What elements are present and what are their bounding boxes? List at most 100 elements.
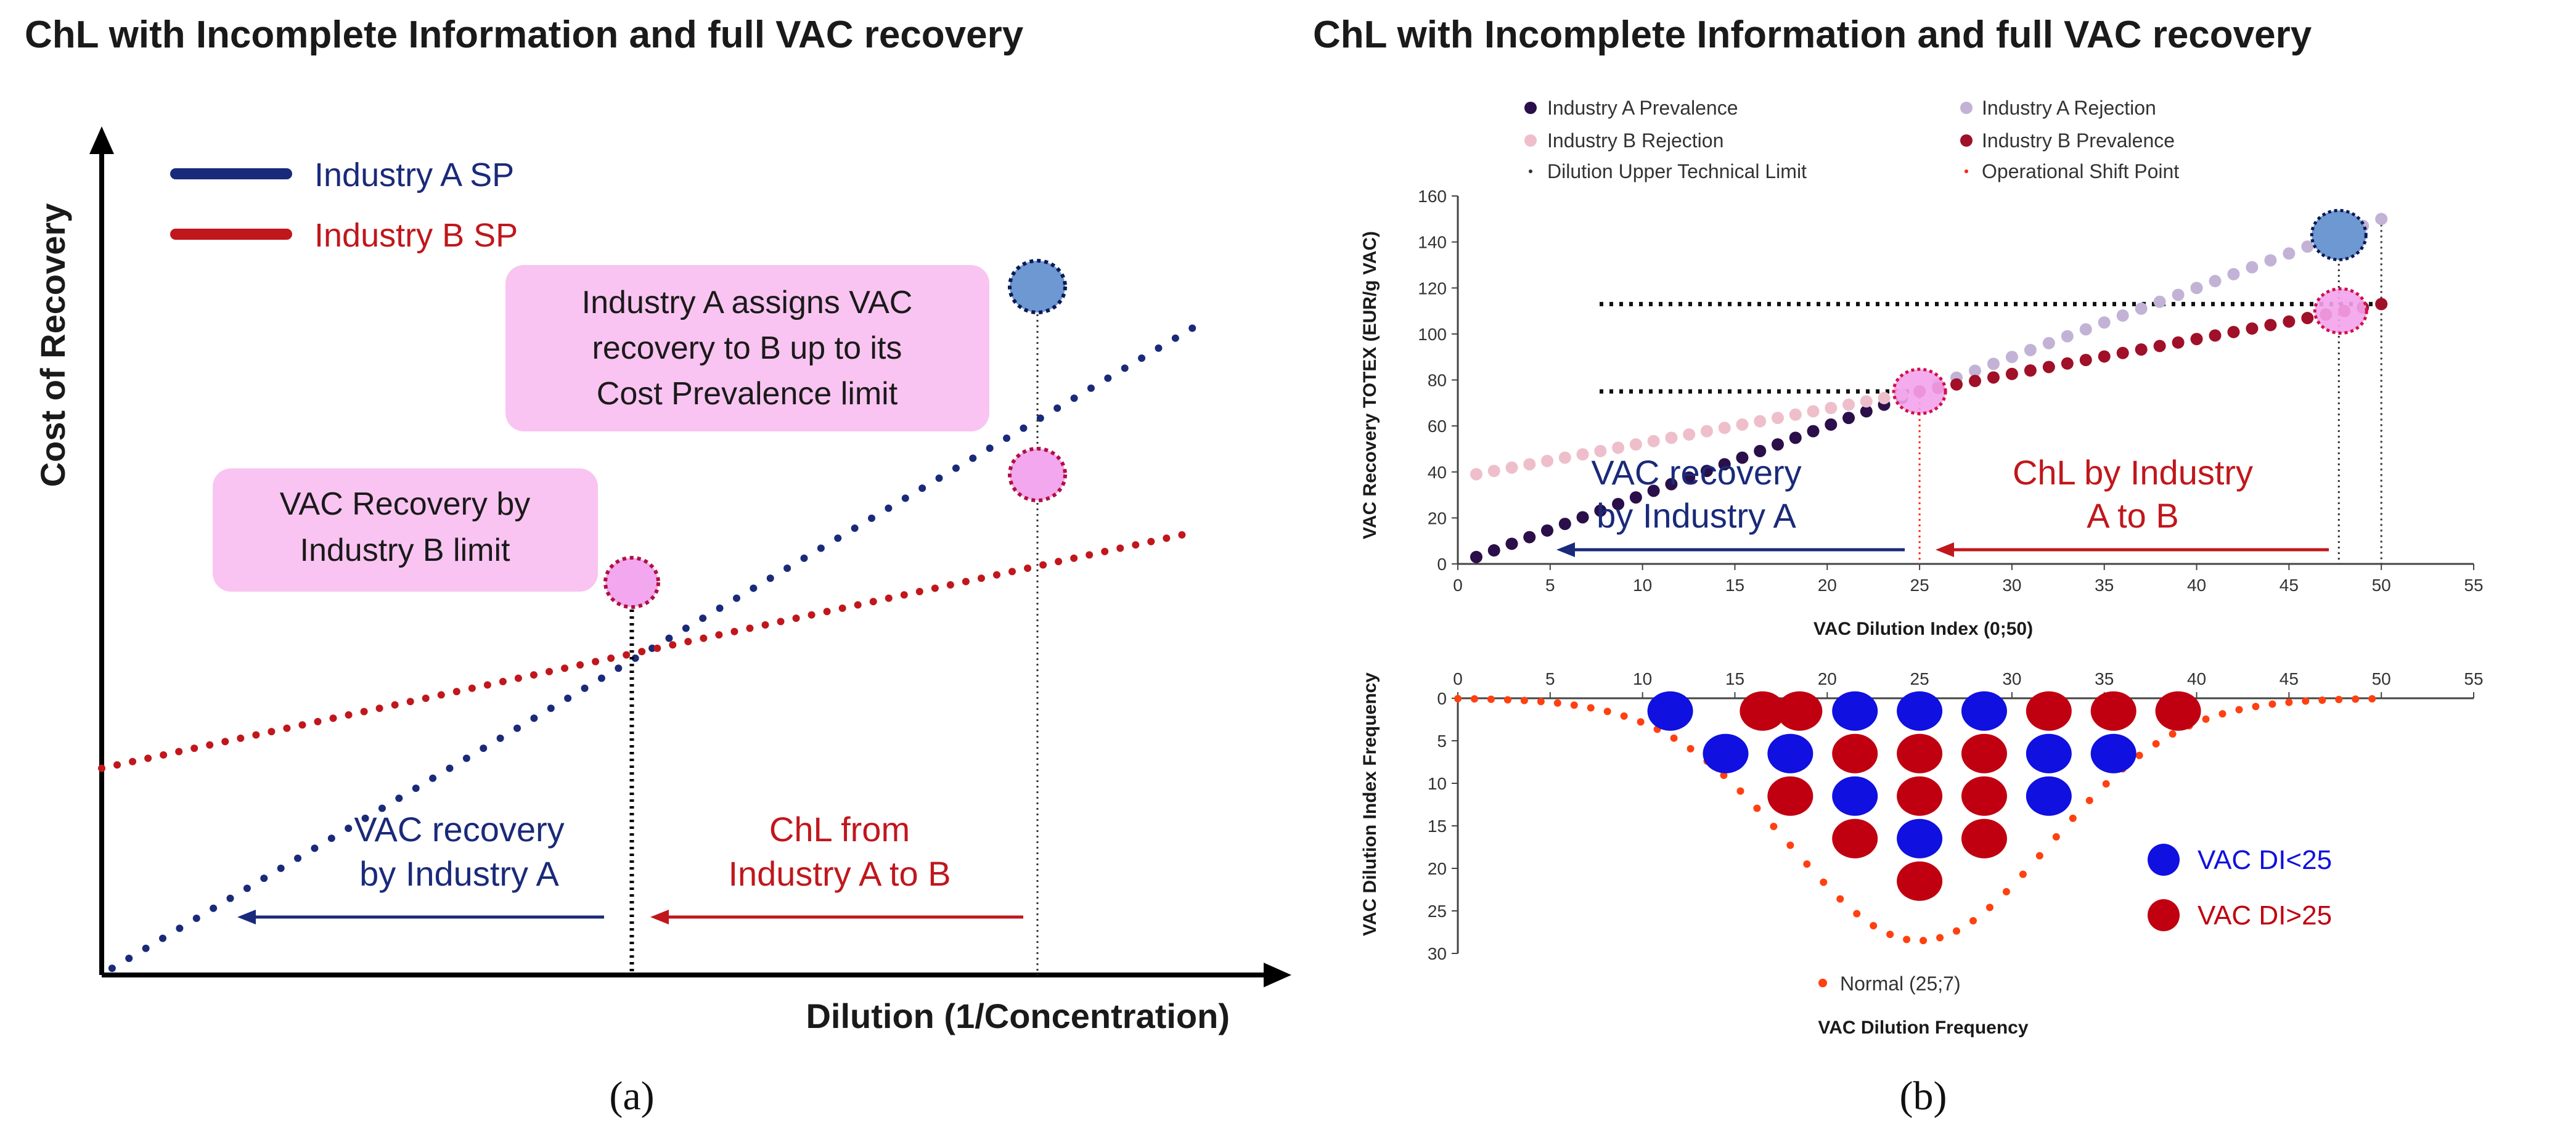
series-b-dot bbox=[592, 658, 600, 666]
series-b-rejection-point bbox=[1789, 408, 1802, 421]
series-b-dot bbox=[483, 681, 491, 689]
normal-curve-point bbox=[2069, 814, 2077, 822]
top-x-tick-label: 20 bbox=[1818, 576, 1837, 595]
normal-curve-point bbox=[1786, 841, 1794, 849]
series-a-dot bbox=[1121, 364, 1129, 372]
bottom-x-tick-label: 50 bbox=[2372, 669, 2391, 688]
series-b-prevalence-point bbox=[2227, 325, 2240, 338]
series-a-prevalence-point bbox=[1505, 537, 1518, 550]
series-b-prevalence-point bbox=[2005, 367, 2018, 380]
bottom-y-tick-label: 25 bbox=[1428, 902, 1447, 921]
frequency-di-lt25-circle bbox=[2026, 733, 2072, 773]
bottom-x-tick-label: 5 bbox=[1545, 669, 1555, 688]
series-b-dot bbox=[206, 741, 214, 749]
series-b-rejection-point bbox=[1541, 454, 1554, 467]
series-a-dot bbox=[918, 484, 926, 492]
callout-industry-a-line-1: Industry A assigns VAC bbox=[582, 285, 913, 320]
frequency-di-gt25-circle bbox=[2155, 691, 2201, 731]
legend-a-prevalence-marker bbox=[1524, 102, 1537, 114]
series-a-dot bbox=[277, 864, 285, 872]
normal-curve-point bbox=[1570, 701, 1578, 709]
bottom-x-tick-label: 55 bbox=[2464, 669, 2483, 688]
series-b-dot bbox=[962, 577, 970, 585]
series-a-rejection-point bbox=[2042, 336, 2055, 349]
series-a-rejection-point bbox=[2079, 323, 2092, 336]
frequency-di-lt25-circle bbox=[1961, 691, 2007, 731]
series-b-rejection-point bbox=[1878, 391, 1891, 404]
series-a-dot bbox=[311, 844, 319, 852]
series-b-dot bbox=[823, 608, 831, 616]
series-a-dot bbox=[732, 594, 740, 602]
series-a-rejection-point bbox=[2098, 316, 2111, 329]
series-a-prevalence-point bbox=[1860, 405, 1873, 418]
panel-b-top-y-axis-label: VAC Recovery TOTEX (EUR/g VAC) bbox=[1360, 231, 1380, 539]
frequency-di-gt25-circle bbox=[1961, 733, 2007, 773]
frequency-di-lt25-circle bbox=[2090, 733, 2136, 773]
bottom-x-tick-label: 35 bbox=[2095, 669, 2114, 688]
series-a-dot bbox=[631, 655, 639, 663]
series-b-prevalence-point bbox=[2190, 333, 2203, 346]
series-a-dot bbox=[665, 634, 673, 642]
series-b-dot bbox=[684, 638, 692, 645]
normal-curve-point bbox=[1736, 787, 1744, 795]
series-a-dot bbox=[226, 894, 234, 902]
frequency-di-lt25-circle bbox=[1832, 776, 1878, 816]
top-y-tick-label: 80 bbox=[1428, 371, 1447, 390]
normal-curve-point bbox=[1670, 734, 1678, 742]
normal-curve-point bbox=[2285, 698, 2293, 706]
panel-b-arrow-left-head bbox=[1556, 542, 1575, 557]
series-a-dot bbox=[361, 814, 369, 822]
series-b-rejection-point bbox=[1700, 425, 1713, 438]
series-b-prevalence-point bbox=[2283, 315, 2296, 328]
series-a-dot bbox=[429, 774, 437, 782]
series-b-prevalence-point bbox=[2135, 343, 2148, 356]
series-a-prevalence-point bbox=[1789, 431, 1802, 444]
frequency-di-lt25-circle bbox=[1703, 733, 1749, 773]
legend-di-lt25-label: VAC DI<25 bbox=[2198, 845, 2332, 875]
series-b-dot bbox=[623, 651, 631, 659]
series-b-rejection-point bbox=[1629, 438, 1642, 451]
series-a-dot bbox=[615, 664, 623, 672]
normal-curve-point bbox=[2302, 697, 2310, 705]
series-b-dot bbox=[345, 711, 353, 719]
series-a-dot bbox=[800, 554, 808, 562]
series-b-dot bbox=[1101, 547, 1109, 555]
normal-curve-point bbox=[1836, 895, 1844, 903]
series-a-prevalence-point bbox=[1576, 511, 1589, 524]
frequency-di-gt25-circle bbox=[1961, 776, 2007, 816]
top-y-tick-label: 160 bbox=[1418, 187, 1447, 206]
series-b-dot bbox=[175, 748, 183, 756]
series-b-dot bbox=[777, 618, 785, 626]
series-a-prevalence-point bbox=[1541, 524, 1554, 537]
series-a-dot bbox=[1171, 334, 1179, 342]
series-b-rejection-point bbox=[1612, 441, 1625, 454]
series-b-dot bbox=[792, 614, 800, 622]
top-y-tick-label: 140 bbox=[1418, 233, 1447, 252]
series-a-prevalence-point bbox=[1771, 438, 1784, 451]
callout-industry-a-line-3: Cost Prevalence limit bbox=[597, 376, 898, 412]
series-a-rejection-point bbox=[1987, 357, 2000, 370]
series-b-prevalence-point bbox=[2061, 357, 2074, 370]
callout-industry-b-line-2: Industry B limit bbox=[300, 532, 511, 568]
series-a-prevalence-point bbox=[1470, 550, 1482, 563]
normal-curve-point bbox=[2019, 870, 2027, 878]
normal-curve-point bbox=[2335, 696, 2343, 704]
series-b-dot bbox=[530, 671, 538, 679]
series-a-prevalence-point bbox=[1594, 504, 1607, 517]
series-b-dot bbox=[561, 664, 569, 672]
normal-curve-point bbox=[2218, 710, 2226, 718]
series-a-dot bbox=[1020, 424, 1028, 432]
series-b-dot bbox=[283, 724, 291, 732]
normal-curve-point bbox=[1470, 695, 1478, 703]
callout-industry-a-line-2: recovery to B up to its bbox=[592, 330, 902, 366]
frequency-di-gt25-circle bbox=[1740, 691, 1786, 731]
series-b-prevalence-point bbox=[2375, 298, 2388, 311]
normal-curve-point bbox=[1969, 916, 1977, 924]
panel-b-bottom-x-axis-label: VAC Dilution Frequency bbox=[1818, 1018, 2028, 1038]
series-a-rejection-point bbox=[2172, 288, 2185, 301]
series-b-dot bbox=[1024, 564, 1032, 572]
frequency-di-gt25-circle bbox=[1767, 776, 1813, 816]
series-a-dot bbox=[750, 584, 758, 592]
top-y-tick-label: 120 bbox=[1418, 279, 1447, 298]
series-a-dot bbox=[1070, 394, 1078, 402]
